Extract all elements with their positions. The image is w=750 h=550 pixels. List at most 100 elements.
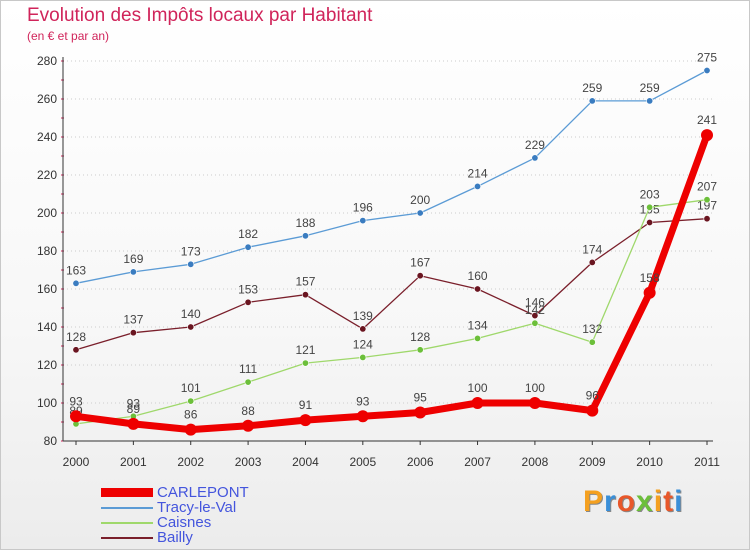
data-label-tracy-le-val: 200 xyxy=(410,193,430,207)
data-label-tracy-le-val: 173 xyxy=(181,244,201,258)
data-label-bailly: 160 xyxy=(468,269,488,283)
data-point-tracy-le-val xyxy=(588,97,596,105)
data-label-carlepont: 100 xyxy=(525,381,545,395)
data-label-carlepont: 91 xyxy=(299,398,313,412)
data-label-caisnes: 121 xyxy=(295,343,315,357)
data-point-tracy-le-val xyxy=(703,67,711,75)
data-point-carlepont xyxy=(356,410,369,423)
data-point-bailly xyxy=(474,285,482,293)
data-point-carlepont xyxy=(242,419,255,432)
data-label-caisnes: 142 xyxy=(525,303,545,317)
data-label-carlepont: 93 xyxy=(69,394,83,408)
legend-label-bailly: Bailly xyxy=(157,529,193,546)
data-label-tracy-le-val: 169 xyxy=(123,252,143,266)
data-point-tracy-le-val xyxy=(646,97,654,105)
data-label-carlepont: 88 xyxy=(241,404,255,418)
data-point-caisnes xyxy=(474,334,482,342)
data-point-caisnes xyxy=(359,353,367,361)
legend-label-carlepont: CARLEPONT xyxy=(157,484,249,501)
x-tick-label: 2009 xyxy=(579,455,606,469)
data-point-caisnes xyxy=(646,203,654,211)
data-label-bailly: 140 xyxy=(181,307,201,321)
x-tick-label: 2002 xyxy=(177,455,204,469)
data-point-tracy-le-val xyxy=(244,243,252,251)
data-label-bailly: 157 xyxy=(295,275,315,289)
legend-swatch-carlepont xyxy=(101,488,153,497)
series-line-bailly xyxy=(75,218,708,351)
proxiti-logo-letter: r xyxy=(604,485,617,518)
proxiti-logo-letter: i xyxy=(653,485,664,518)
x-tick-label: 2007 xyxy=(464,455,491,469)
data-point-carlepont xyxy=(701,129,713,142)
data-point-tracy-le-val xyxy=(531,154,539,162)
x-tick-label: 2005 xyxy=(349,455,376,469)
data-label-bailly: 146 xyxy=(525,296,545,310)
data-label-caisnes: 111 xyxy=(239,362,258,376)
proxiti-logo-letter: t xyxy=(663,485,675,518)
data-label-tracy-le-val: 182 xyxy=(238,227,258,241)
data-point-caisnes xyxy=(187,397,195,405)
data-label-caisnes: 207 xyxy=(697,180,717,194)
data-point-caisnes xyxy=(301,359,309,367)
x-tick-label: 2003 xyxy=(235,455,262,469)
data-point-bailly xyxy=(301,291,309,299)
data-label-carlepont: 89 xyxy=(127,402,141,416)
series-line-tracy-le-val xyxy=(75,69,708,284)
data-point-carlepont xyxy=(528,397,541,409)
y-tick-label: 220 xyxy=(37,168,57,182)
y-tick-label: 140 xyxy=(37,320,57,334)
data-point-bailly xyxy=(703,215,711,223)
data-label-bailly: 167 xyxy=(410,256,430,270)
data-label-caisnes: 134 xyxy=(468,318,488,332)
data-point-caisnes xyxy=(531,319,539,327)
y-tick-label: 120 xyxy=(37,358,57,372)
data-label-caisnes: 203 xyxy=(640,187,660,201)
proxiti-logo-letter: i xyxy=(674,485,684,518)
x-tick-label: 2000 xyxy=(63,455,90,469)
data-label-carlepont: 95 xyxy=(414,391,428,405)
y-tick-label: 100 xyxy=(37,396,57,410)
data-label-carlepont: 158 xyxy=(640,271,660,285)
x-tick-label: 2008 xyxy=(522,455,549,469)
x-tick-label: 2004 xyxy=(292,455,319,469)
data-point-tracy-le-val xyxy=(187,260,195,268)
data-point-tracy-le-val xyxy=(416,209,424,217)
legend-label-tracy-le-val: Tracy-le-Val xyxy=(157,499,237,516)
chart-title: Evolution des Impôts locaux par Habitant xyxy=(27,5,373,26)
legend-swatch-bailly xyxy=(101,537,153,539)
data-point-bailly xyxy=(416,272,424,280)
data-point-bailly xyxy=(187,323,195,331)
data-point-tracy-le-val xyxy=(129,268,137,276)
data-point-bailly xyxy=(244,298,252,306)
data-label-caisnes: 128 xyxy=(410,330,430,344)
chart-subtitle: (en € et par an) xyxy=(27,29,110,43)
data-label-tracy-le-val: 229 xyxy=(525,138,545,152)
data-point-carlepont xyxy=(471,397,484,409)
data-point-carlepont xyxy=(586,404,599,417)
data-point-caisnes xyxy=(416,346,424,354)
data-point-carlepont xyxy=(70,410,82,423)
data-label-bailly: 153 xyxy=(238,282,258,296)
data-point-bailly xyxy=(646,219,654,227)
data-label-carlepont: 241 xyxy=(697,113,717,127)
y-tick-label: 280 xyxy=(37,54,57,68)
x-tick-label: 2006 xyxy=(407,455,434,469)
proxiti-logo-letter: P xyxy=(583,485,605,518)
data-label-bailly: 197 xyxy=(697,199,717,213)
y-tick-label: 200 xyxy=(37,206,57,220)
data-label-caisnes: 132 xyxy=(582,322,602,336)
data-point-bailly xyxy=(531,312,539,320)
y-tick-label: 240 xyxy=(37,130,57,144)
legend-swatch-tracy-le-val xyxy=(101,507,153,509)
data-label-bailly: 174 xyxy=(582,242,602,256)
data-point-caisnes xyxy=(703,196,711,204)
data-point-tracy-le-val xyxy=(359,217,367,225)
data-point-caisnes xyxy=(244,378,252,386)
proxiti-logo-letter: x xyxy=(636,485,654,518)
data-label-caisnes: 124 xyxy=(353,337,373,351)
x-tick-label: 2001 xyxy=(120,455,147,469)
data-point-tracy-le-val xyxy=(301,232,309,240)
y-tick-label: 180 xyxy=(37,244,57,258)
